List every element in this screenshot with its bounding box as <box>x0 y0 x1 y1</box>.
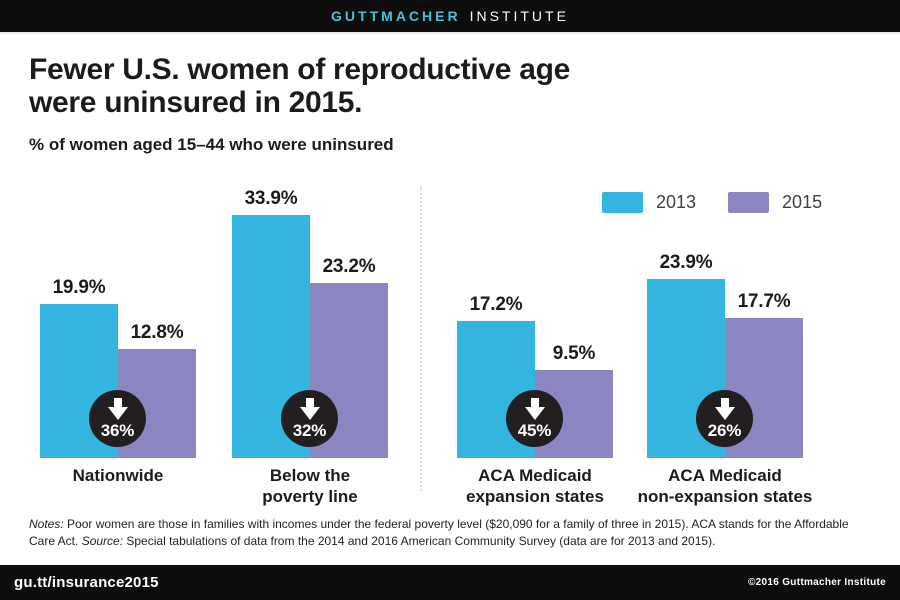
notes-text: Notes: Poor women are those in families … <box>29 516 877 550</box>
legend-swatch-2013 <box>602 192 643 213</box>
value-label-2013-group1: 19.9% <box>52 277 106 298</box>
down-arrow-icon <box>107 398 128 420</box>
value-label-2015-group3: 9.5% <box>552 343 596 364</box>
notes-segment: Poor women are those in families with in… <box>29 517 849 548</box>
value-label-2013-group3: 17.2% <box>469 294 523 315</box>
legend: 2013 2015 <box>602 192 822 213</box>
legend-label-2013: 2013 <box>656 192 697 212</box>
legend-item-2013: 2013 <box>602 192 696 213</box>
brand-institute: INSTITUTE <box>469 8 569 24</box>
legend-item-2015: 2015 <box>728 192 822 213</box>
category-label-3: ACA Medicaid expansion states <box>466 466 604 506</box>
header-bar: GUTTMACHER INSTITUTE <box>0 0 900 34</box>
change-badge-label-3: 45% <box>517 421 552 440</box>
change-badge-1: 36% <box>89 390 146 447</box>
chart-title-line1: Fewer U.S. women of reproductive age <box>29 53 570 86</box>
footer-bar: gu.tt/insurance2015 ©2016 Guttmacher Ins… <box>0 565 900 600</box>
change-badge-label-2: 32% <box>292 421 327 440</box>
notes-italic-label: Notes: <box>29 517 64 531</box>
footer-copyright: ©2016 Guttmacher Institute <box>748 577 886 588</box>
down-arrow-icon <box>524 398 545 420</box>
notes-italic-label: Source: <box>81 534 124 548</box>
chart-title-line2: were uninsured in 2015. <box>29 86 363 119</box>
section-divider <box>420 186 422 491</box>
legend-swatch-2015 <box>728 192 770 213</box>
category-label-1: Nationwide <box>72 466 164 485</box>
category-label-2: Below the poverty line <box>262 466 358 506</box>
down-arrow-icon <box>299 398 320 420</box>
legend-label-2015: 2015 <box>782 192 823 212</box>
category-label-4: ACA Medicaid non-expansion states <box>637 466 813 506</box>
down-arrow-icon <box>714 398 735 420</box>
value-label-2015-group4: 17.7% <box>737 291 791 312</box>
value-label-2015-group2: 23.2% <box>322 256 376 277</box>
chart-title: Fewer U.S. women of reproductive age were… <box>29 53 570 119</box>
brand-guttmacher: GUTTMACHER <box>331 8 461 24</box>
value-label-2015-group1: 12.8% <box>130 322 184 343</box>
change-badge-2: 32% <box>281 390 338 447</box>
change-badge-label-4: 26% <box>707 421 742 440</box>
change-badge-label-1: 36% <box>100 421 135 440</box>
footer-url: gu.tt/insurance2015 <box>14 574 159 591</box>
value-label-2013-group2: 33.9% <box>244 188 298 209</box>
change-badge-4: 26% <box>696 390 753 447</box>
chart-subtitle: % of women aged 15–44 who were uninsured <box>29 135 394 154</box>
value-label-2013-group4: 23.9% <box>659 252 713 273</box>
notes-segment: Special tabulations of data from the 201… <box>123 534 716 548</box>
change-badge-3: 45% <box>506 390 563 447</box>
